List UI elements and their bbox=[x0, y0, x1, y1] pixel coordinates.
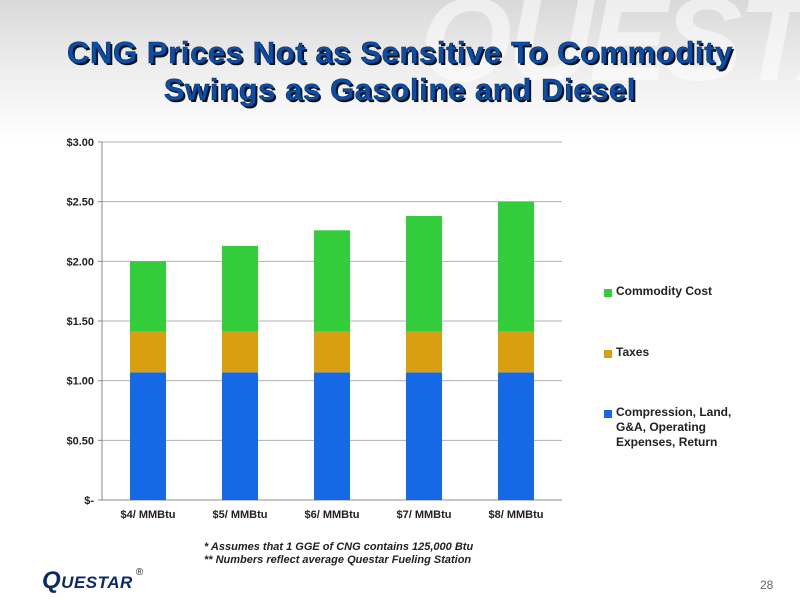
logo-rest: UESTAR bbox=[61, 573, 133, 592]
legend-swatch bbox=[604, 410, 612, 418]
questar-logo: QUESTAR® bbox=[42, 567, 144, 595]
legend-label: Compression, Land, G&A, Operating Expenses… bbox=[616, 405, 732, 449]
bar-segment-compression bbox=[406, 372, 442, 500]
bar-segment-commodity bbox=[498, 201, 534, 332]
bar-segment-commodity bbox=[130, 261, 166, 332]
logo-registered-mark: ® bbox=[135, 567, 144, 578]
bar-segment-taxes bbox=[130, 331, 166, 373]
footnote-line1: * Assumes that 1 GGE of CNG contains 125… bbox=[204, 541, 474, 553]
x-tick-label: $7/ MMBtu bbox=[397, 509, 452, 521]
questar-watermark: QUESTAR bbox=[420, 0, 800, 82]
x-tick-label: $6/ MMBtu bbox=[305, 509, 360, 521]
slide-title-line2: Swings as Gasoline and Diesel bbox=[163, 72, 637, 108]
y-tick-label: $0.50 bbox=[66, 435, 94, 447]
y-tick-label: $3.00 bbox=[66, 137, 94, 149]
legend-swatch bbox=[604, 350, 612, 358]
logo-initial: Q bbox=[42, 567, 62, 594]
bar-segment-compression bbox=[222, 372, 258, 500]
legend-label: Taxes bbox=[616, 345, 650, 359]
y-tick-label: $1.00 bbox=[66, 376, 94, 388]
bar-segment-compression bbox=[498, 372, 534, 500]
footnote: * Assumes that 1 GGE of CNG contains 125… bbox=[204, 541, 473, 567]
bar-segment-compression bbox=[314, 372, 350, 500]
x-tick-label: $5/ MMBtu bbox=[213, 509, 268, 521]
bar-segment-taxes bbox=[222, 331, 258, 373]
bar-segment-taxes bbox=[406, 331, 442, 373]
page-number: 28 bbox=[760, 578, 774, 592]
slide-title: CNG Prices Not as Sensitive To Commodity… bbox=[0, 34, 800, 108]
x-tick-label: $8/ MMBtu bbox=[489, 509, 544, 521]
bar-segment-compression bbox=[130, 372, 166, 500]
x-tick-label: $4/ MMBtu bbox=[121, 509, 176, 521]
y-tick-label: $2.00 bbox=[66, 256, 94, 268]
y-tick-label: $- bbox=[84, 495, 94, 507]
bar-segment-taxes bbox=[498, 331, 534, 373]
slide-title-line1: CNG Prices Not as Sensitive To Commodity bbox=[67, 35, 733, 71]
legend-label: Commodity Cost bbox=[616, 284, 712, 298]
bar-segment-commodity bbox=[406, 215, 442, 332]
y-tick-label: $1.50 bbox=[66, 316, 94, 328]
bar-segment-commodity bbox=[222, 245, 258, 332]
bar-segment-commodity bbox=[314, 230, 350, 332]
legend-swatch bbox=[604, 289, 612, 297]
bar-segment-taxes bbox=[314, 331, 350, 373]
y-tick-label: $2.50 bbox=[66, 197, 94, 209]
footnote-line2: ** Numbers reflect average Questar Fueli… bbox=[204, 554, 472, 566]
